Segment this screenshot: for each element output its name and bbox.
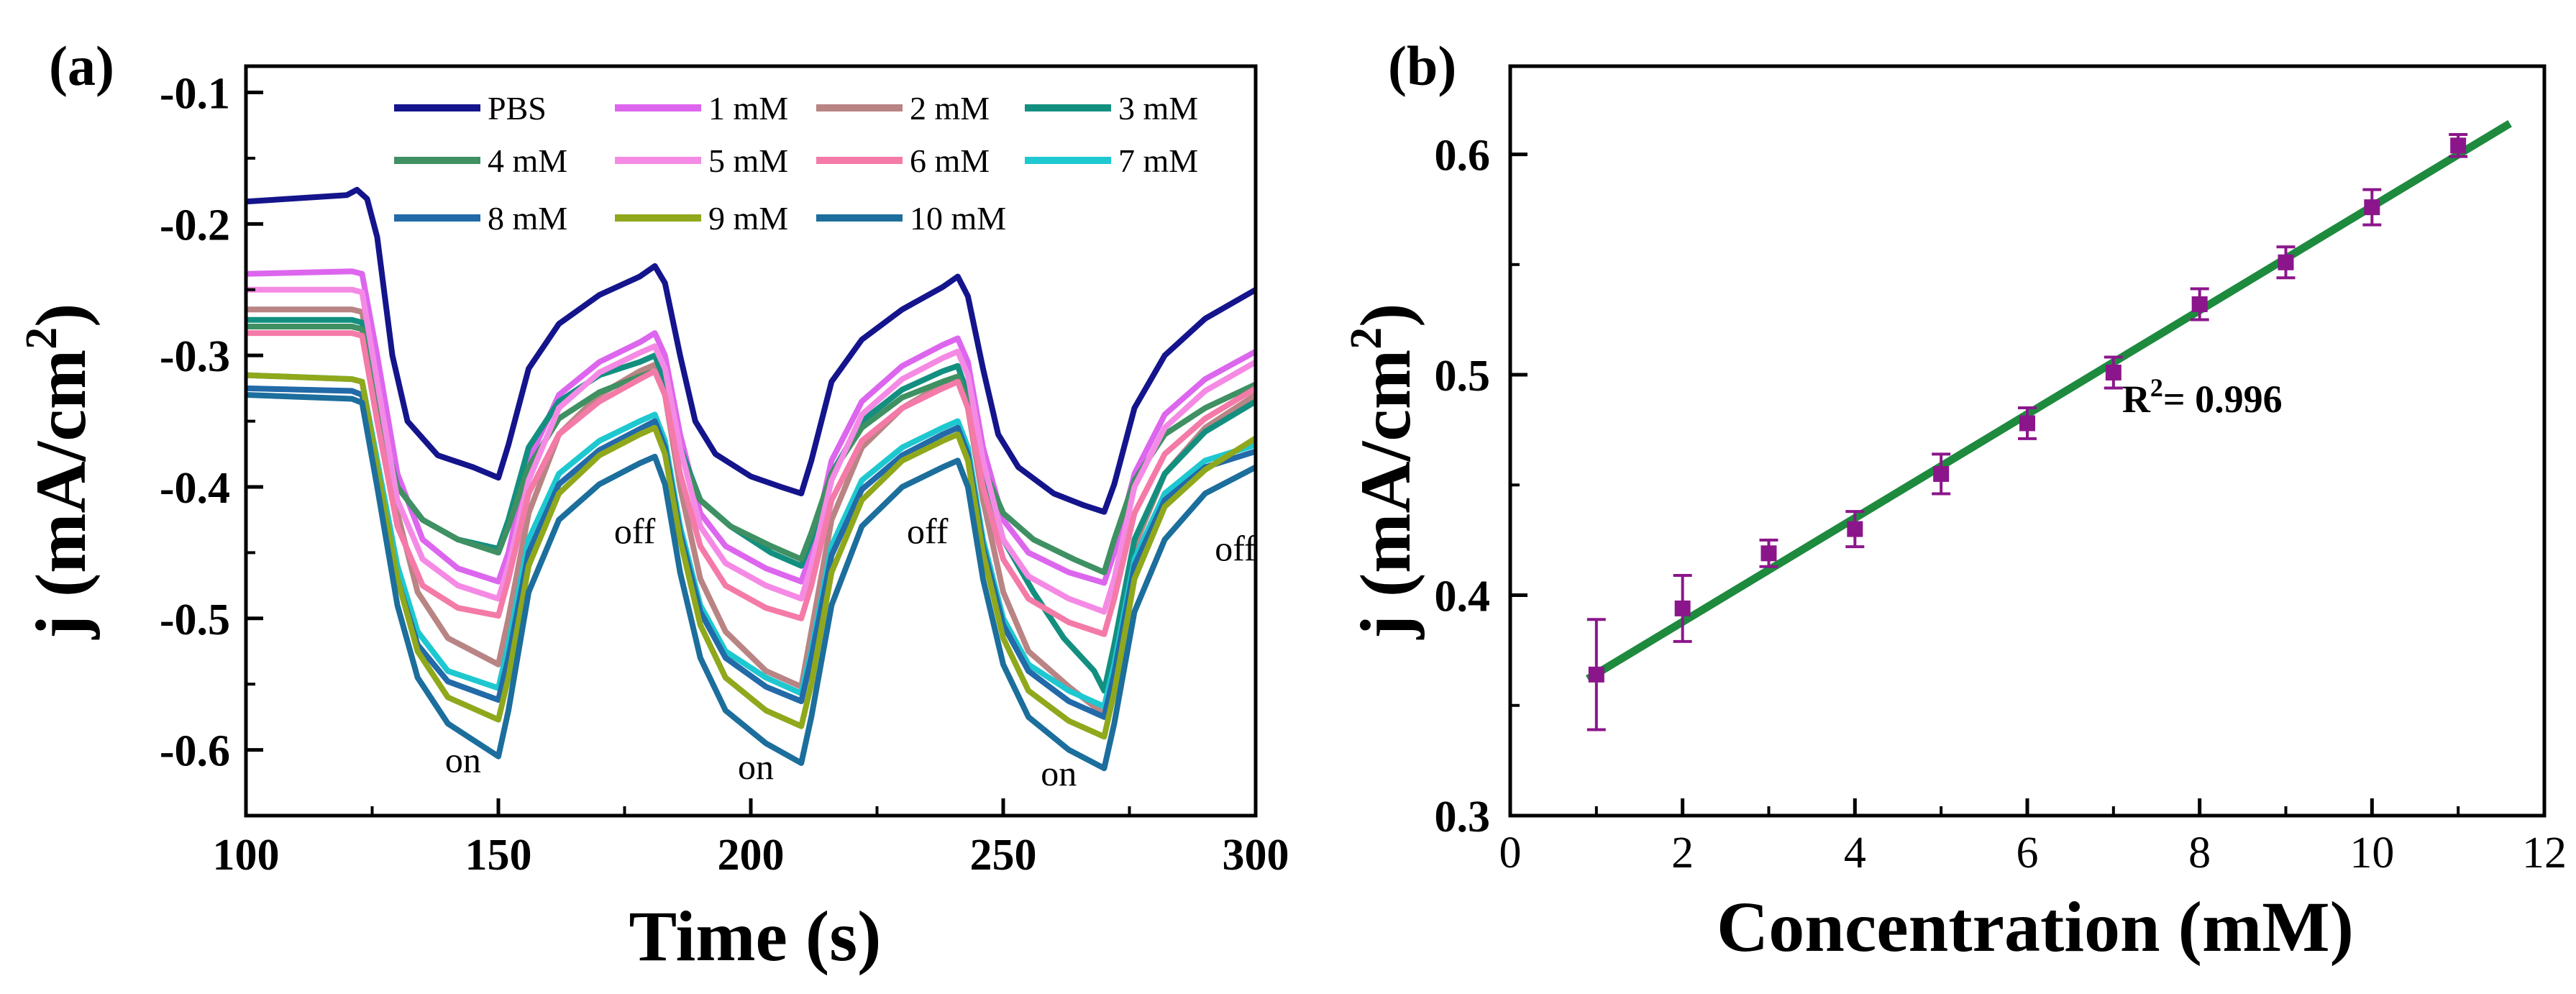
panel-b-y-axis-title-main: j (mA/cm	[1346, 350, 1425, 640]
x-tick-label-a-2: 200	[718, 831, 785, 880]
panel-b-ticks: 0 2 4 6 8 10 12 0.3 0.4 0.5 0.6	[1435, 132, 2567, 877]
series-line-8	[245, 385, 1257, 720]
data-point-7	[2191, 296, 2208, 312]
panel-a: on off on off on off PBS 1 mM 2 mM 3 mM 4 mM 5 mM 6…	[17, 35, 1289, 976]
y-tick-label-a-1: -0.2	[160, 201, 230, 250]
panel-a-y-axis-title-main: j (mA/cm	[21, 350, 101, 640]
panel-b-points-group	[1586, 133, 2468, 731]
panel-a-annotations: on off on off on off	[445, 511, 1256, 793]
y-tick-label-a-0: -0.1	[160, 70, 230, 119]
legend-label-6: 6 mM	[910, 142, 990, 179]
panel-b-y-axis-title-sup: 2	[1342, 327, 1391, 350]
data-point-10	[2450, 137, 2467, 154]
legend-label-5: 5 mM	[708, 142, 788, 179]
series-line-7	[245, 372, 1257, 710]
annotation-off-1: off	[614, 511, 656, 552]
y-tick-label-a-2: -0.3	[160, 332, 230, 381]
panel-b-plot-frame	[1508, 64, 2547, 818]
panel-b: 0 2 4 6 8 10 12 0.3 0.4 0.5 0.6 (b) Concentration …	[1342, 35, 2567, 967]
legend-label-4: 4 mM	[488, 142, 567, 179]
annotation-on-2: on	[738, 747, 774, 787]
panel-a-y-axis-title-sup: 2	[17, 327, 66, 350]
y-tick-label-b-0: 0.3	[1435, 793, 1491, 842]
panel-b-x-axis-title: Concentration (mM)	[1717, 887, 2354, 967]
r-squared-sup: 2	[2150, 373, 2163, 402]
x-tick-label-b-4: 8	[2188, 829, 2211, 877]
y-tick-label-b-3: 0.6	[1435, 132, 1491, 181]
x-tick-label-b-1: 2	[1671, 829, 1694, 877]
x-tick-label-b-3: 6	[2017, 829, 2039, 877]
data-point-6	[2105, 364, 2121, 380]
panel-b-y-axis-title-close: )	[1346, 304, 1425, 327]
y-tick-label-a-3: -0.4	[160, 464, 230, 513]
series-line-6	[246, 330, 1258, 637]
legend-label-3: 3 mM	[1118, 90, 1198, 127]
panel-a-series-group	[245, 186, 1258, 772]
data-point-2	[1760, 545, 1777, 562]
annotation-on-0: on	[445, 740, 481, 780]
panel-b-y-axis-title: j (mA/cm2)	[1342, 304, 1425, 640]
panel-a-y-axis-title-close: )	[21, 304, 101, 327]
legend-label-2: 2 mM	[910, 90, 990, 127]
panel-a-legend: PBS 1 mM 2 mM 3 mM 4 mM 5 mM 6 mM 7 mM 8 mM 9 mM 1…	[394, 90, 1198, 237]
y-tick-label-a-4: -0.5	[160, 596, 230, 644]
y-tick-label-b-1: 0.4	[1435, 573, 1491, 621]
x-tick-label-a-3: 250	[970, 831, 1037, 880]
data-point-9	[2364, 199, 2380, 216]
series-line-1	[245, 268, 1257, 586]
x-tick-label-b-5: 10	[2349, 829, 2394, 877]
panel-b-label: (b)	[1388, 35, 1456, 97]
annotation-on-4: on	[1041, 753, 1077, 793]
data-point-5	[2019, 415, 2035, 432]
panel-b-fit-group	[1586, 119, 2512, 683]
r-squared-prefix: R	[2122, 378, 2151, 421]
r-squared-value: = 0.996	[2163, 378, 2283, 421]
x-tick-label-a-1: 150	[465, 831, 532, 880]
panel-a-label: (a)	[49, 35, 114, 97]
x-tick-label-b-2: 4	[1844, 829, 1866, 877]
legend-label-9: 9 mM	[708, 200, 788, 237]
annotation-off-5: off	[1215, 528, 1256, 568]
r-squared-annotation: R2= 0.996	[2122, 373, 2283, 421]
series-line-4	[246, 324, 1257, 575]
legend-label-1: 1 mM	[708, 90, 788, 127]
y-tick-label-a-5: -0.6	[160, 727, 230, 776]
series-line-10	[245, 392, 1257, 772]
x-tick-label-a-4: 300	[1223, 831, 1289, 880]
fit-line	[1586, 119, 2512, 683]
series-line-2	[246, 306, 1258, 718]
legend-label-8: 8 mM	[488, 200, 567, 237]
data-point-8	[2278, 254, 2294, 270]
annotation-off-3: off	[907, 511, 949, 552]
data-point-3	[1847, 521, 1863, 537]
legend-label-10: 10 mM	[910, 200, 1006, 237]
legend-label-0: PBS	[488, 90, 547, 127]
panel-a-ticks: 100 150 200 250 300 -0.1 -0.2 -0.3 -0.4 -0.5 -0.6	[160, 70, 1289, 880]
x-tick-label-b-6: 12	[2522, 829, 2567, 877]
x-tick-label-a-0: 100	[213, 831, 280, 880]
series-line-0	[245, 186, 1257, 515]
x-tick-label-b-0: 0	[1499, 829, 1522, 877]
series-line-5	[246, 286, 1257, 615]
data-point-1	[1674, 600, 1691, 616]
panel-a-x-axis-title: Time (s)	[629, 896, 882, 976]
data-point-4	[1933, 465, 1950, 482]
legend-label-7: 7 mM	[1118, 142, 1198, 179]
series-line-9	[245, 372, 1258, 740]
y-tick-label-b-2: 0.5	[1435, 352, 1491, 401]
data-point-0	[1588, 666, 1604, 683]
panel-a-y-axis-title: j (mA/cm2)	[17, 304, 101, 640]
